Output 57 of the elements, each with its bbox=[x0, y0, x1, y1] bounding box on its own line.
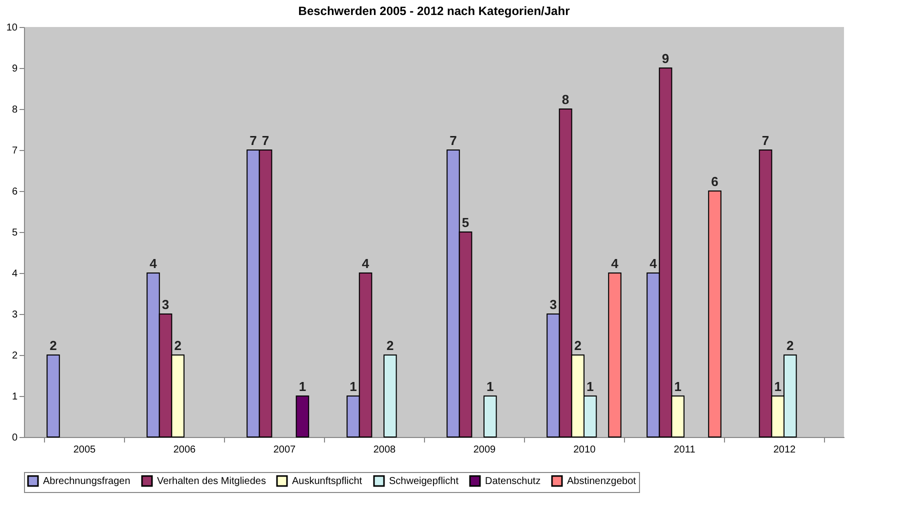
data-label: 2 bbox=[174, 338, 182, 353]
data-label: 8 bbox=[562, 92, 570, 107]
data-label: 1 bbox=[486, 379, 494, 394]
y-tick-label: 0 bbox=[12, 432, 18, 444]
y-tick-label: 6 bbox=[12, 186, 18, 198]
data-label: 1 bbox=[586, 379, 594, 394]
data-label: 6 bbox=[711, 174, 718, 189]
bar bbox=[46, 354, 60, 438]
data-label: 4 bbox=[362, 256, 370, 271]
x-tick-label: 2012 bbox=[773, 444, 796, 456]
x-tick-label: 2010 bbox=[573, 444, 596, 456]
x-tick-label: 2009 bbox=[473, 444, 496, 456]
data-label: 1 bbox=[350, 379, 357, 394]
legend-label: Datenschutz bbox=[485, 476, 541, 487]
bar bbox=[608, 272, 622, 438]
data-label: 2 bbox=[786, 338, 794, 353]
y-tick-label: 1 bbox=[12, 392, 18, 402]
legend-label: Abrechnungsfragen bbox=[43, 476, 130, 487]
data-label: 3 bbox=[550, 297, 557, 312]
data-label: 1 bbox=[774, 379, 782, 394]
data-label: 4 bbox=[611, 256, 620, 271]
data-label: 2 bbox=[386, 338, 394, 353]
y-tick-label: 3 bbox=[12, 310, 18, 320]
y-tick-label: 8 bbox=[12, 104, 18, 116]
data-label: 1 bbox=[298, 379, 306, 394]
x-tick-label: 2011 bbox=[674, 444, 696, 456]
y-tick-label: 5 bbox=[12, 228, 18, 238]
x-tick-label: 2008 bbox=[373, 444, 396, 456]
data-label: 3 bbox=[162, 297, 170, 312]
x-tick-label: 2007 bbox=[273, 444, 296, 456]
bar bbox=[296, 396, 310, 438]
legend-label: Schweigepflicht bbox=[389, 476, 459, 487]
data-label: 7 bbox=[450, 133, 457, 148]
data-label: 9 bbox=[662, 51, 670, 66]
data-label: 1 bbox=[674, 379, 682, 394]
data-label: 5 bbox=[462, 215, 470, 230]
data-label: 7 bbox=[250, 133, 257, 148]
data-label: 4 bbox=[150, 256, 158, 271]
y-tick-label: 2 bbox=[12, 350, 18, 362]
data-label: 2 bbox=[574, 338, 582, 353]
x-tick-label: 2006 bbox=[173, 444, 196, 456]
y-tick-label: 7 bbox=[12, 146, 18, 156]
legend-label: Verhalten des Mitgliedes bbox=[157, 476, 266, 487]
x-tick-label: 2005 bbox=[73, 444, 96, 456]
legend-label: Abstinenzgebot bbox=[567, 476, 636, 487]
y-tick-label: 10 bbox=[6, 22, 18, 34]
legend-label: Auskunftspflicht bbox=[292, 476, 362, 487]
y-tick-label: 4 bbox=[12, 268, 18, 280]
data-label: 7 bbox=[262, 133, 270, 148]
chart-title: Beschwerden 2005 - 2012 nach Kategorien/Jahr bbox=[298, 4, 570, 18]
bar bbox=[384, 354, 397, 438]
bar bbox=[708, 190, 722, 438]
data-label: 7 bbox=[762, 133, 770, 148]
bar bbox=[484, 396, 497, 438]
y-tick-label: 9 bbox=[12, 64, 18, 74]
data-label: 2 bbox=[50, 338, 57, 353]
data-label: 4 bbox=[650, 256, 658, 271]
